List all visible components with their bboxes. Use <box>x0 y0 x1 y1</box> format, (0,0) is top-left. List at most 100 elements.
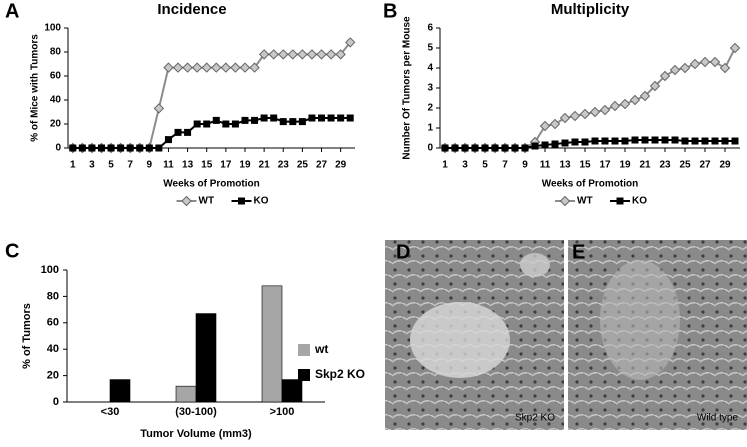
point <box>451 144 459 152</box>
x-tick-label: 21 <box>259 160 271 171</box>
point <box>203 120 211 128</box>
image-label: Skp2 KO <box>515 413 555 424</box>
x-tick-label: 27 <box>699 160 711 171</box>
panel-letter: A <box>5 0 19 22</box>
point <box>571 138 579 146</box>
legend-label: WT <box>199 196 215 207</box>
x-tick-label: (30-100) <box>175 406 217 418</box>
point <box>731 137 739 145</box>
point <box>611 137 619 145</box>
point <box>659 70 671 82</box>
point <box>201 62 212 73</box>
x-tick-label: 19 <box>239 160 251 171</box>
point <box>318 114 326 122</box>
image-panel-e: E Wild type <box>568 240 747 430</box>
panel-letter: E <box>572 241 585 263</box>
point <box>191 62 203 73</box>
x-tick-label: 11 <box>540 160 551 171</box>
x-tick-label: 1 <box>442 160 448 171</box>
point <box>260 114 268 122</box>
legend-marker <box>238 197 245 205</box>
point <box>681 137 689 145</box>
point <box>481 144 489 152</box>
point <box>306 49 318 60</box>
point <box>136 144 144 152</box>
legend-marker <box>559 195 571 207</box>
y-tick-label: 60 <box>47 317 59 329</box>
point <box>719 62 731 74</box>
point <box>651 136 659 144</box>
y-tick-label: 20 <box>47 370 59 382</box>
x-tick-label: 5 <box>108 160 114 171</box>
point <box>601 137 609 145</box>
point <box>239 62 251 73</box>
y-tick-label: 2 <box>427 103 433 114</box>
legend-label: WT <box>577 196 593 207</box>
y-tick-label: 6 <box>427 23 433 34</box>
point <box>539 120 551 132</box>
x-tick-label: <30 <box>101 406 120 418</box>
bar <box>261 285 283 403</box>
point <box>337 114 345 122</box>
point <box>581 138 589 146</box>
x-tick-label: 23 <box>278 160 290 171</box>
point <box>521 144 529 152</box>
point <box>711 137 719 145</box>
point <box>629 94 641 106</box>
tissue-region <box>410 302 510 378</box>
x-tick-label: 7 <box>127 160 133 171</box>
point <box>721 137 729 145</box>
point <box>461 144 469 152</box>
x-tick-label: 15 <box>201 160 213 171</box>
point <box>117 144 125 152</box>
y-axis-label: % of Tumors <box>21 303 33 369</box>
x-tick-label: >100 <box>270 406 295 418</box>
legend-label: Skp2 KO <box>315 367 365 381</box>
point <box>268 49 279 60</box>
x-tick-label: 25 <box>679 160 691 171</box>
y-tick-label: 100 <box>44 23 61 34</box>
point <box>212 116 220 124</box>
point <box>78 144 86 152</box>
point <box>619 98 631 110</box>
y-axis-label: Number Of Tumors per Mouse <box>402 16 413 160</box>
x-tick-label: 21 <box>639 160 651 171</box>
x-axis-label: Tumor Volume (mm3) <box>140 428 252 440</box>
x-axis-label: Weeks of Promotion <box>542 179 639 190</box>
x-tick-label: 3 <box>89 160 95 171</box>
legend-swatch <box>298 369 310 381</box>
y-tick-label: 80 <box>47 290 59 302</box>
chart-title: Incidence <box>157 1 226 18</box>
point <box>609 100 621 112</box>
bar <box>281 379 303 403</box>
x-tick-label: 23 <box>659 160 671 171</box>
point <box>270 114 278 122</box>
point <box>107 144 115 152</box>
x-tick-label: 19 <box>619 160 631 171</box>
y-tick-label: 40 <box>50 95 62 106</box>
point <box>679 62 691 74</box>
y-tick-label: 60 <box>50 71 62 82</box>
point <box>671 136 679 144</box>
point <box>164 136 172 144</box>
x-tick-label: 17 <box>599 160 611 171</box>
point <box>559 112 571 124</box>
point <box>155 144 163 152</box>
tissue-region <box>600 260 680 380</box>
point <box>251 116 259 124</box>
point <box>639 90 651 102</box>
y-tick-label: 80 <box>50 47 62 58</box>
point <box>298 118 306 126</box>
x-tick-label: 7 <box>502 160 508 171</box>
legend-marker <box>616 197 624 205</box>
y-tick-label: 20 <box>50 119 62 130</box>
point <box>621 137 629 145</box>
point <box>220 62 232 73</box>
legend-label: KO <box>254 196 269 207</box>
point <box>97 144 105 152</box>
point <box>699 56 711 68</box>
y-tick-label: 5 <box>427 43 433 54</box>
point <box>316 49 327 60</box>
image-label: Wild type <box>697 413 739 424</box>
point <box>661 136 669 144</box>
